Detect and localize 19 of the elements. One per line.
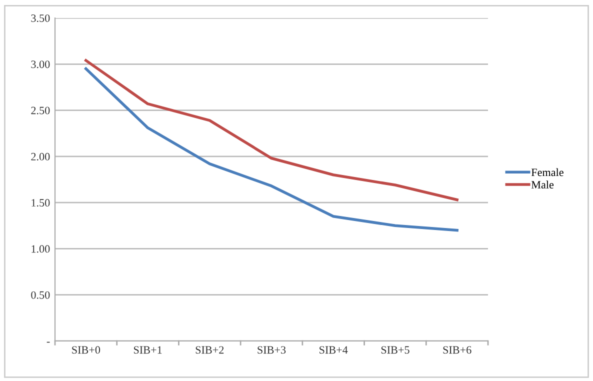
y-tick-label: 3.50 [31, 14, 50, 22]
legend-label: Male [531, 180, 554, 188]
x-tick-label: SIB+4 [320, 346, 348, 354]
y-tick-label: 3.00 [31, 60, 50, 68]
x-tick-label: SIB+2 [196, 346, 224, 354]
y-tick-label: 1.50 [32, 199, 50, 207]
legend-label: Female [531, 168, 564, 176]
line-series [84, 67, 458, 232]
x-tick-label: SIB+5 [381, 346, 410, 354]
line-series [84, 59, 458, 202]
y-tick-label: 2.00 [31, 152, 50, 160]
x-tick-label: SIB+6 [443, 346, 472, 354]
x-tick-label: SIB+1 [134, 346, 162, 354]
y-tick-label: - [46, 342, 50, 343]
x-tick-label: SIB+3 [258, 346, 286, 354]
x-tick-label: SIB+0 [72, 346, 100, 354]
y-tick-label: 1.00 [32, 245, 50, 253]
y-tick-label: 2.50 [31, 106, 50, 114]
y-tick-label: 0.50 [31, 291, 50, 299]
